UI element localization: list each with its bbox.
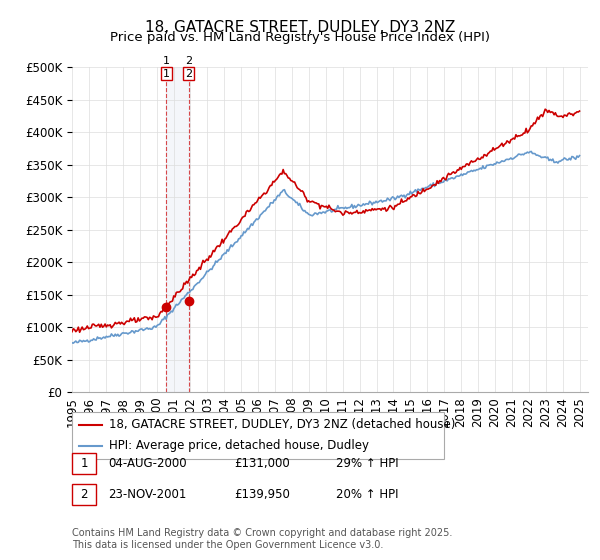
Text: 20% ↑ HPI: 20% ↑ HPI [336, 488, 398, 501]
Text: Price paid vs. HM Land Registry's House Price Index (HPI): Price paid vs. HM Land Registry's House … [110, 31, 490, 44]
Text: 2: 2 [185, 56, 192, 66]
Text: 23-NOV-2001: 23-NOV-2001 [108, 488, 187, 501]
Text: 2: 2 [185, 69, 192, 79]
Text: 1: 1 [163, 69, 170, 79]
Bar [166, 67, 188, 392]
FancyBboxPatch shape [72, 412, 444, 459]
Text: 18, GATACRE STREET, DUDLEY, DY3 2NZ: 18, GATACRE STREET, DUDLEY, DY3 2NZ [145, 20, 455, 35]
Text: £131,000: £131,000 [234, 457, 290, 470]
Text: HPI: Average price, detached house, Dudley: HPI: Average price, detached house, Dudl… [109, 440, 369, 452]
Text: 1: 1 [163, 56, 170, 66]
Text: 29% ↑ HPI: 29% ↑ HPI [336, 457, 398, 470]
Text: £139,950: £139,950 [234, 488, 290, 501]
Text: 1: 1 [80, 457, 88, 470]
Text: 04-AUG-2000: 04-AUG-2000 [108, 457, 187, 470]
Text: 2: 2 [80, 488, 88, 501]
Text: Contains HM Land Registry data © Crown copyright and database right 2025.
This d: Contains HM Land Registry data © Crown c… [72, 528, 452, 550]
Text: 18, GATACRE STREET, DUDLEY, DY3 2NZ (detached house): 18, GATACRE STREET, DUDLEY, DY3 2NZ (det… [109, 418, 455, 431]
